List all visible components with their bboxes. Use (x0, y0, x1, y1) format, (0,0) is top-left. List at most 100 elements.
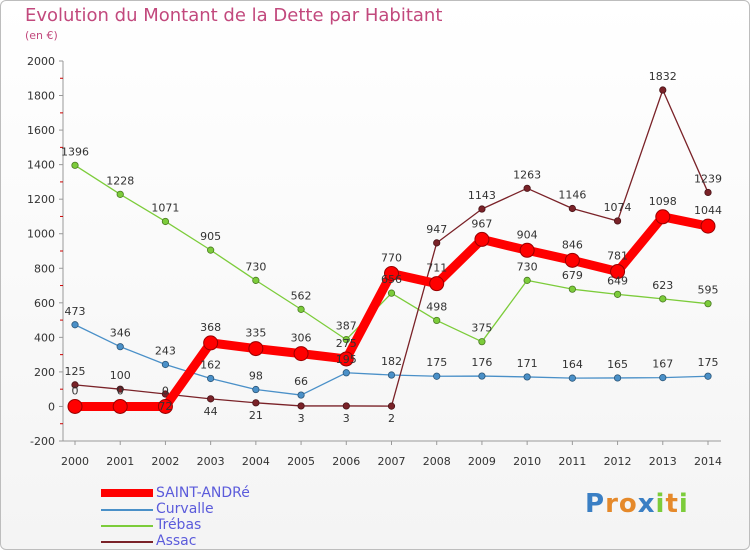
data-point (704, 372, 712, 380)
data-label: 904 (517, 228, 538, 241)
data-label: 100 (110, 369, 131, 382)
x-tick-label: 2012 (604, 455, 632, 468)
data-point (655, 209, 671, 225)
y-tick-label: 600 (34, 297, 55, 310)
data-label: 368 (200, 321, 221, 334)
data-label: 182 (381, 355, 402, 368)
data-label: 1146 (558, 189, 586, 202)
legend-swatch (101, 525, 153, 527)
data-label: 679 (562, 269, 583, 282)
data-point (116, 385, 124, 393)
data-label: 905 (200, 230, 221, 243)
data-label: 387 (336, 320, 357, 333)
data-label: 1074 (604, 201, 632, 214)
data-point (71, 381, 79, 389)
data-point (207, 246, 215, 254)
data-point (568, 204, 576, 213)
data-point (207, 374, 215, 383)
data-point (297, 402, 305, 410)
data-label: 730 (245, 260, 266, 273)
proxiti-logo: Proxiti (585, 489, 689, 519)
legend-label: Assac (156, 533, 197, 549)
y-tick-label: 1000 (27, 228, 55, 241)
y-tick-label: 200 (34, 366, 55, 379)
data-label: 44 (204, 405, 218, 418)
data-point (161, 390, 170, 398)
data-label: 125 (65, 365, 86, 378)
data-label: 730 (517, 260, 538, 273)
legend-swatch (101, 541, 153, 543)
y-tick-label: 2000 (27, 55, 55, 68)
x-tick-label: 2013 (649, 455, 677, 468)
data-label: 498 (426, 300, 447, 313)
data-label: 275 (336, 337, 357, 350)
data-point (564, 252, 580, 268)
data-point (157, 398, 173, 414)
data-point (338, 351, 354, 367)
data-label: 1044 (694, 204, 722, 217)
data-label: 1071 (151, 201, 179, 214)
data-label: 335 (245, 327, 266, 340)
data-label: 649 (607, 274, 628, 287)
data-point (342, 369, 350, 377)
data-point (252, 399, 260, 407)
data-label: 1228 (106, 174, 134, 187)
data-label: 175 (426, 356, 447, 369)
data-point (704, 188, 712, 197)
data-label: 176 (471, 356, 492, 369)
legend-label: Trébas (156, 517, 202, 533)
data-point (613, 374, 622, 382)
data-label: 846 (562, 238, 583, 251)
data-label: 175 (698, 356, 719, 369)
data-point (610, 264, 626, 280)
data-point (384, 265, 399, 281)
data-point (203, 335, 219, 351)
data-point (387, 402, 396, 410)
data-label: 1263 (513, 168, 541, 181)
data-point (161, 217, 170, 226)
data-label: 21 (249, 409, 263, 422)
data-label: 375 (471, 322, 492, 335)
x-tick-label: 2006 (332, 455, 360, 468)
data-point (207, 395, 215, 403)
data-point (613, 290, 622, 298)
data-label: 171 (517, 357, 538, 370)
legend-label: Curvalle (156, 501, 214, 517)
data-point (523, 184, 531, 192)
data-label: 346 (110, 327, 131, 340)
data-point (700, 218, 716, 234)
data-point (568, 285, 576, 293)
data-label: 781 (607, 250, 628, 263)
data-point (613, 217, 622, 225)
data-point (71, 321, 79, 329)
data-point (659, 86, 667, 94)
x-tick-label: 2011 (558, 455, 586, 468)
data-point (252, 385, 260, 394)
data-label: 3 (298, 412, 305, 425)
data-point (248, 341, 264, 357)
x-tick-label: 2009 (468, 455, 496, 468)
data-label: 165 (607, 358, 628, 371)
data-label: 1143 (468, 189, 496, 202)
data-label: 1396 (61, 145, 89, 158)
chart-title: Evolution du Montant de la Dette par Hab… (25, 5, 443, 26)
data-label: 167 (652, 358, 673, 371)
data-label: 0 (162, 384, 169, 397)
data-point (297, 305, 305, 313)
x-tick-label: 2001 (106, 455, 134, 468)
data-label: 2 (388, 412, 395, 425)
x-tick-label: 2007 (378, 455, 406, 468)
data-label: 1098 (649, 195, 677, 208)
data-label: 72 (158, 400, 172, 413)
data-point (659, 374, 667, 382)
x-tick-label: 2005 (287, 455, 315, 468)
data-label: 98 (249, 370, 263, 383)
x-tick-label: 2014 (694, 455, 722, 468)
data-point (478, 205, 486, 213)
data-point (433, 372, 441, 380)
data-point (71, 161, 79, 169)
legend-swatch (101, 509, 153, 511)
x-tick-label: 2000 (61, 455, 89, 468)
